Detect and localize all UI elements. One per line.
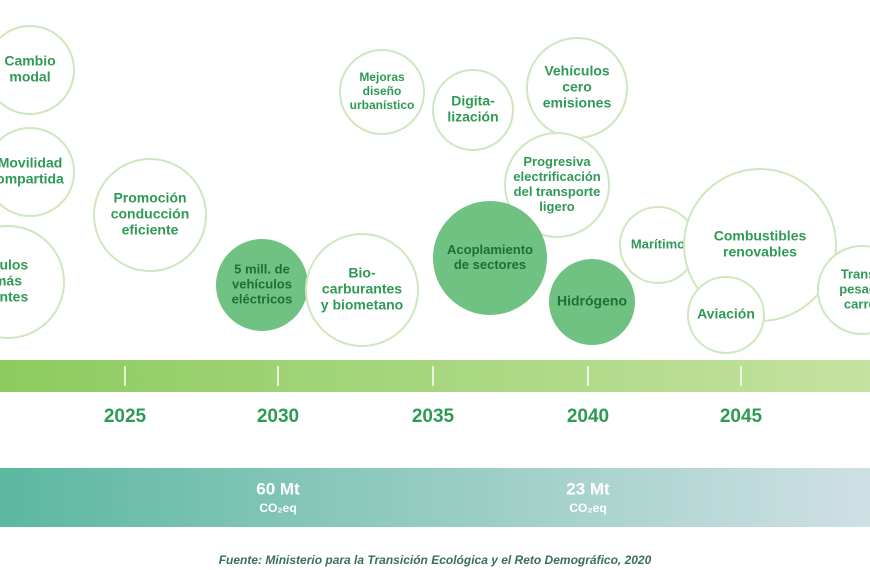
year-label: 2040 <box>567 406 609 427</box>
bubble-label: del transporte <box>514 184 601 199</box>
bubble-label: Movilidad <box>0 155 62 171</box>
bubble <box>0 25 75 115</box>
bubble-label: urbanístico <box>350 98 415 112</box>
emission-amount: 60 Mt <box>256 479 300 498</box>
timeline-bar <box>0 360 870 392</box>
bubble-label: más <box>0 273 22 289</box>
bubble-label: modal <box>9 69 50 85</box>
bubble-label: renovables <box>723 244 797 260</box>
emission-unit: CO₂eq <box>259 501 296 515</box>
bubble-label: Promoción <box>113 190 186 206</box>
bubble-label: 5 mill. de <box>234 261 290 276</box>
bubble-label: ompartida <box>0 171 64 187</box>
year-label: 2030 <box>257 406 299 427</box>
bubble <box>339 49 425 135</box>
bubble <box>433 201 547 315</box>
bubble-label: pesado <box>839 281 870 296</box>
bubble-label: ículos <box>0 257 28 273</box>
year-label: 2025 <box>104 406 147 427</box>
bubble-label: Bio- <box>348 265 376 281</box>
bubble-label: eficiente <box>122 222 179 238</box>
bubble-label: Marítimo <box>631 236 685 251</box>
bubble-label: lización <box>447 109 498 125</box>
bubble-label: conducción <box>111 206 190 222</box>
bubble-label: Aviación <box>697 306 755 322</box>
bubble-label: Vehículos <box>544 63 610 79</box>
bubble <box>0 225 65 339</box>
emissions-bar <box>0 468 870 527</box>
bubble <box>817 245 870 335</box>
bubble <box>432 69 514 151</box>
bubble-label: diseño <box>363 84 402 98</box>
bubble-label: de sectores <box>454 257 526 272</box>
bubble-label: cero <box>562 79 592 95</box>
bubble-label: carret <box>844 296 870 311</box>
year-label: 2045 <box>720 406 763 427</box>
bubble <box>504 132 610 238</box>
bubble <box>305 233 419 347</box>
bubble-label: Combustibles <box>714 228 807 244</box>
bubble-label: emisiones <box>543 95 612 111</box>
bubble <box>0 127 75 217</box>
emission-unit: CO₂eq <box>569 501 606 515</box>
bubble-label: eléctricos <box>232 291 293 306</box>
bubble-label: electrificación <box>513 169 600 184</box>
bubble-label: Progresiva <box>523 154 591 169</box>
bubble-label: ligero <box>539 199 574 214</box>
year-label: 2035 <box>412 406 455 427</box>
bubble <box>549 259 635 345</box>
emission-amount: 23 Mt <box>566 479 610 498</box>
bubble-label: Cambio <box>4 53 55 69</box>
bubble-label: Hidrógeno <box>557 293 627 309</box>
bubble-label: Acoplamiento <box>447 242 533 257</box>
bubble-label: Digita- <box>451 93 495 109</box>
bubble-label: carburantes <box>322 281 402 297</box>
bubble <box>93 158 207 272</box>
bubble-label: Transp <box>841 266 870 281</box>
footer: Fuente: Ministerio para la Transición Ec… <box>219 553 652 567</box>
bubble-label: Mejoras <box>359 70 405 84</box>
bubble-label: vehículos <box>232 276 292 291</box>
bubble-label: y biometano <box>321 297 403 313</box>
bubble-label: ientes <box>0 289 28 305</box>
bubble <box>687 276 765 354</box>
